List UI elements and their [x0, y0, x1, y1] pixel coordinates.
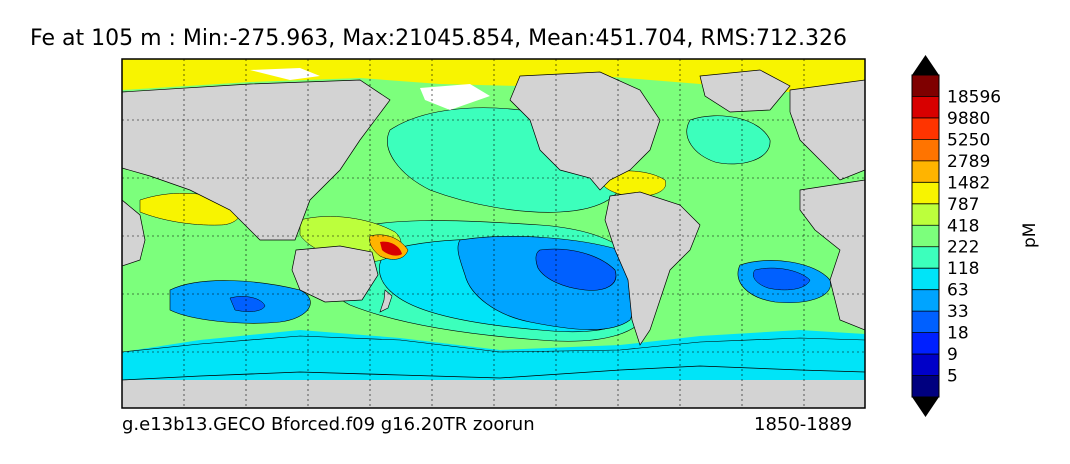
southern-ocean-band [122, 330, 865, 380]
colorbar-swatch [912, 375, 939, 397]
colorbar-tick-label: 5250 [947, 130, 990, 150]
north-america [509, 71, 661, 191]
run-name: g.e13b13.GECO Bforced.f09 g16.20TR zooru… [122, 414, 535, 435]
colorbar-swatch [912, 332, 939, 355]
arctic-high-fe [122, 59, 865, 92]
colorbar-tick-label: 418 [947, 216, 979, 236]
sea-ice [250, 68, 320, 80]
graticule [122, 59, 865, 408]
colorbar-tick-label: 18596 [947, 87, 1001, 107]
map-panel [122, 59, 865, 408]
colorbar-tick-label: 787 [947, 195, 979, 215]
colorbar-tick-label: 5 [947, 367, 958, 387]
antarctica [122, 380, 865, 408]
colorbar-swatch [912, 182, 939, 204]
colorbar-swatch [912, 203, 939, 226]
colorbar-tick-label: 118 [947, 259, 979, 279]
colorbar-tick-label: 9 [947, 345, 958, 365]
colorbar-extend-max [912, 55, 939, 75]
north-atlantic-gyre [686, 115, 771, 165]
year-range: 1850-1889 [754, 414, 853, 435]
colorbar: 5918336311822241878714822789525098801859… [911, 55, 1001, 417]
colorbar-tick-label: 33 [947, 302, 969, 322]
colorbar-tick-label: 63 [947, 281, 969, 301]
colorbar-tick-label: 9880 [947, 109, 990, 129]
colorbar-swatch [912, 117, 939, 140]
map-title: Fe at 105 m : Min:-275.963, Max:21045.85… [30, 26, 848, 51]
colorbar-tick-label: 1482 [947, 173, 990, 193]
colorbar-swatch [912, 289, 939, 312]
colorbar-swatch [912, 246, 939, 269]
new-zealand [379, 289, 393, 313]
australia [291, 245, 379, 303]
colorbar-swatch [912, 225, 939, 247]
africa-west [799, 179, 865, 331]
colorbar-swatch [912, 139, 939, 161]
colorbar-tick-label: 18 [947, 324, 969, 344]
map-frame [121, 58, 866, 409]
colorbar-tick-label: 2789 [947, 152, 990, 172]
colorbar-swatch [912, 268, 939, 290]
colorbar-unit: pM [1020, 222, 1040, 248]
south-america [604, 191, 701, 346]
colorbar-swatch [912, 354, 939, 376]
colorbar-frame [911, 74, 940, 398]
africa-east [122, 199, 146, 267]
colorbar-swatch [912, 160, 939, 183]
colorbar-extend-min [912, 397, 939, 417]
colorbar-swatch [912, 311, 939, 333]
europe [789, 79, 865, 181]
colorbar-swatch [912, 96, 939, 118]
greenland [699, 69, 791, 113]
colorbar-swatch [912, 75, 939, 97]
colorbar-tick-label: 222 [947, 238, 979, 258]
caribbean-high-fe [599, 170, 666, 197]
